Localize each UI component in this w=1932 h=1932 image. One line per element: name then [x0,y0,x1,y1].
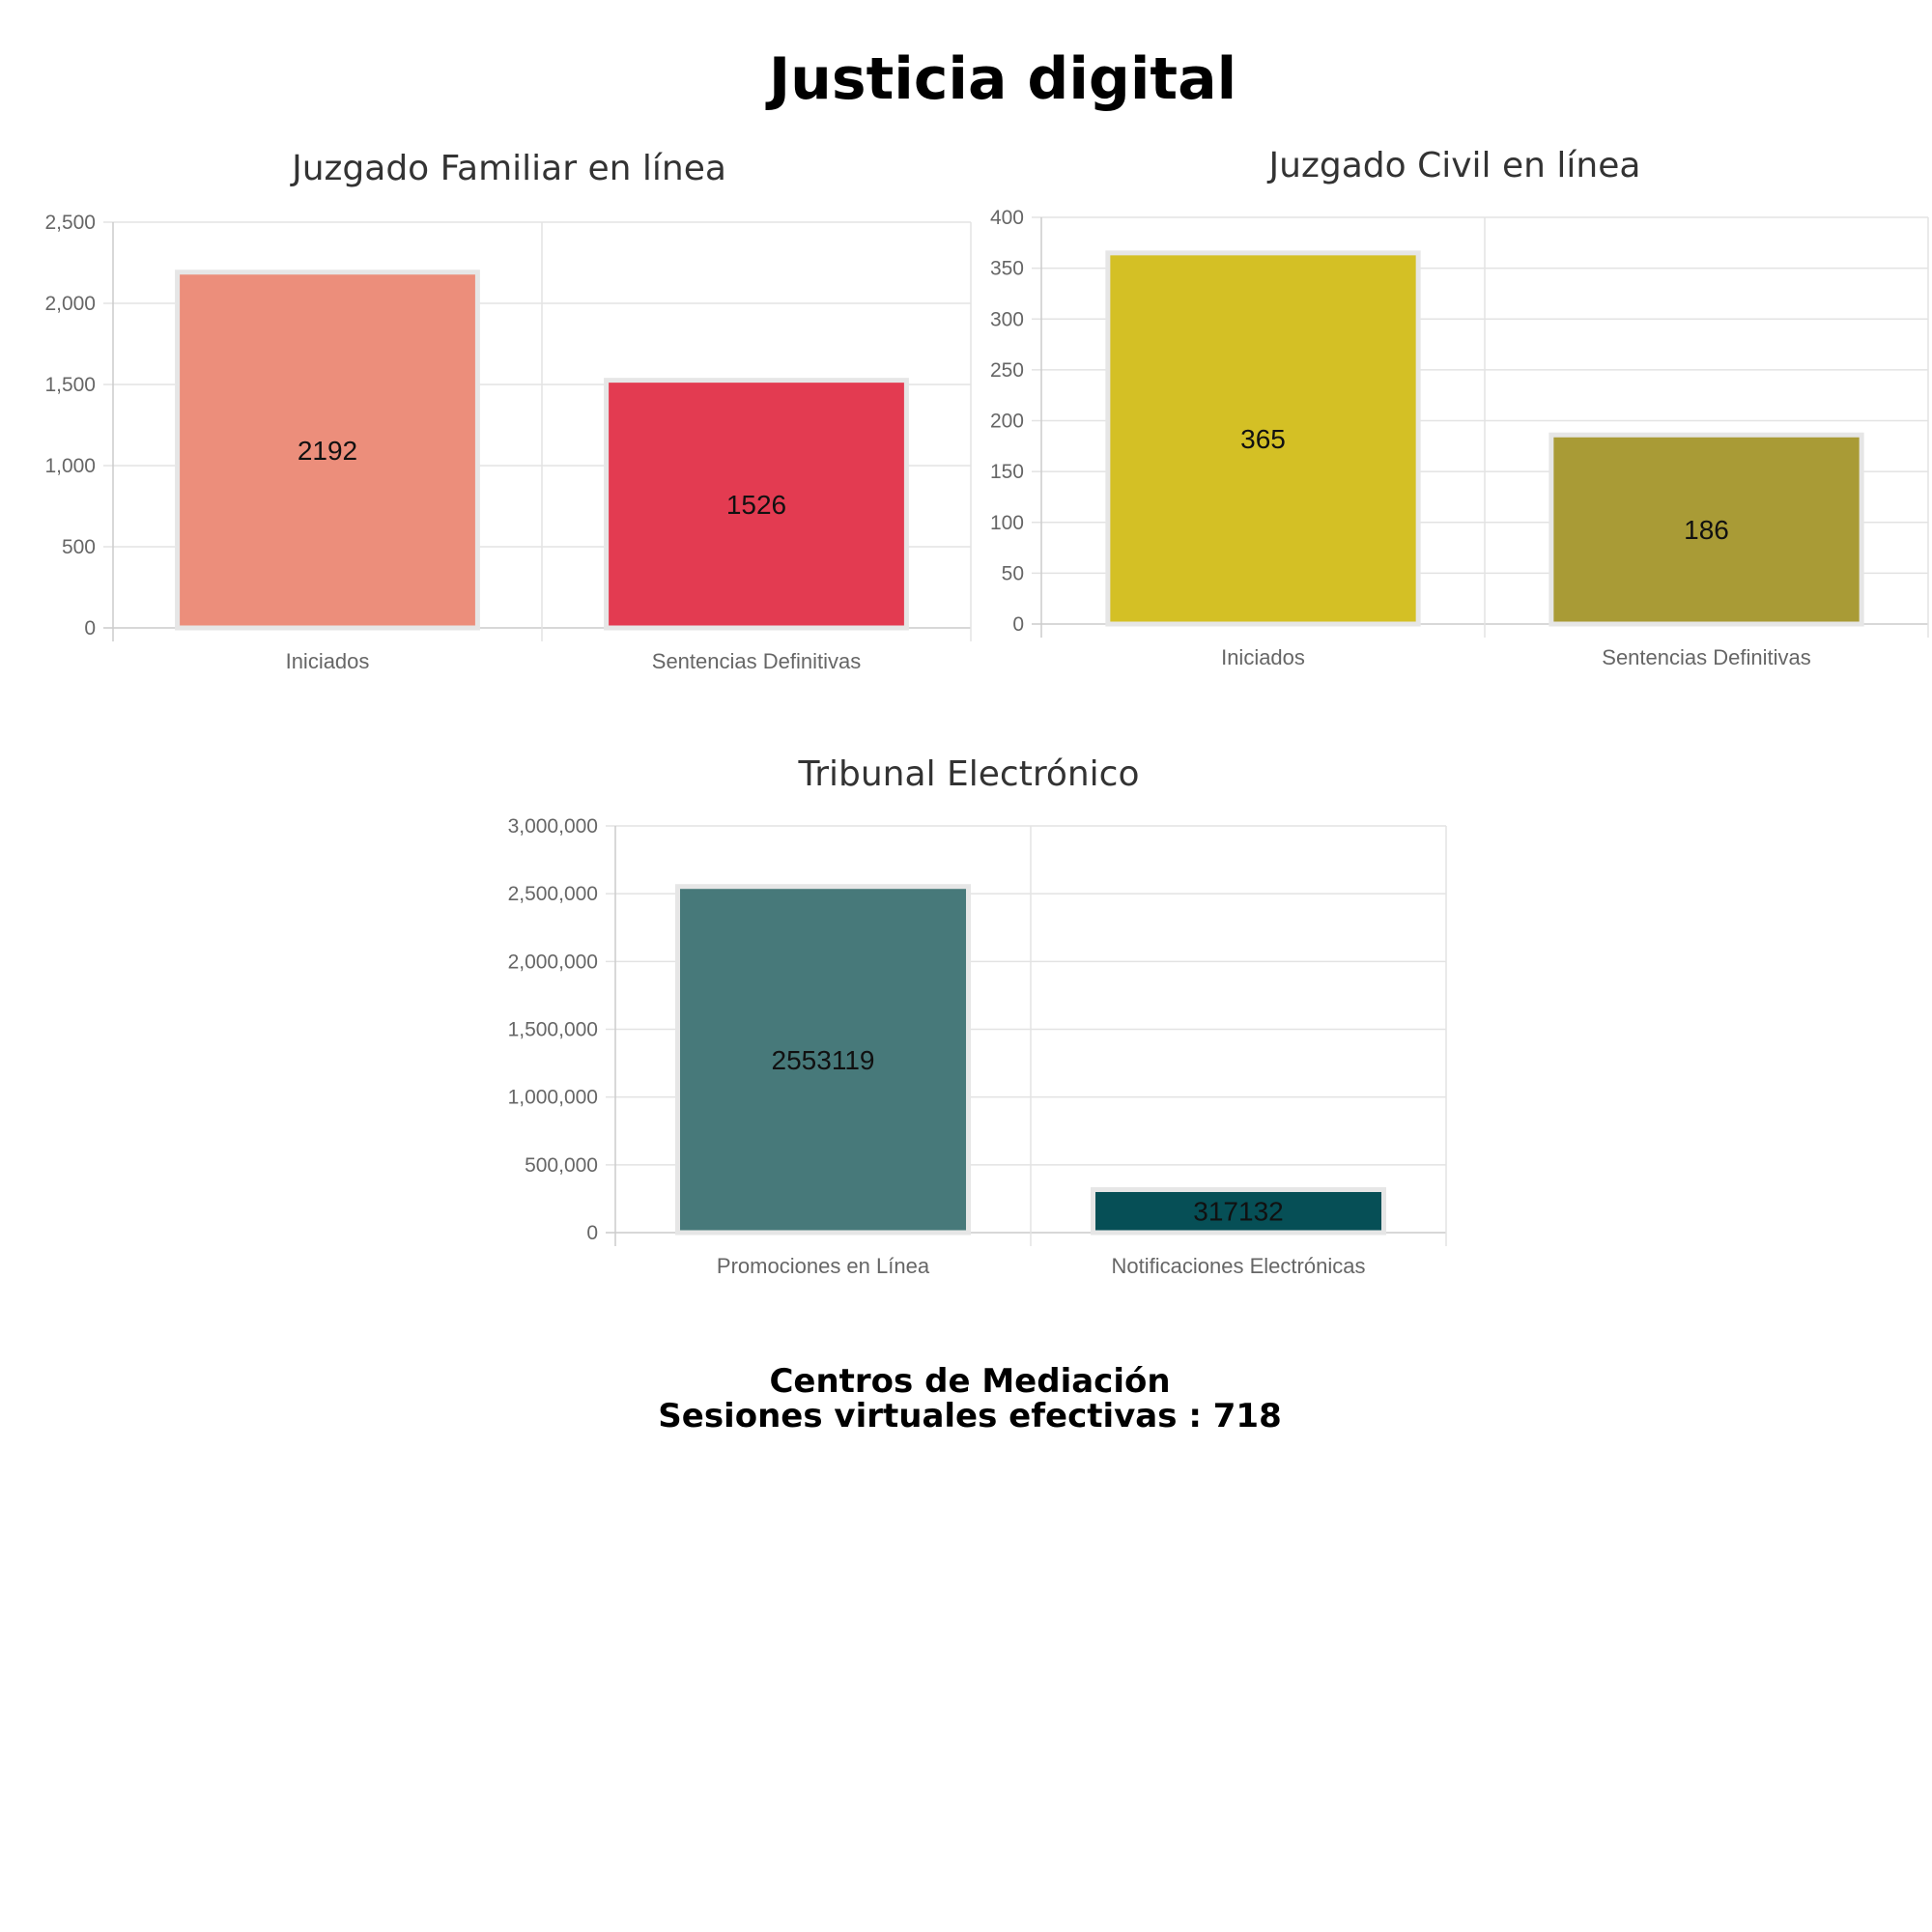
y-tick-label: 2,000 [44,293,96,315]
y-tick-label: 350 [990,258,1024,280]
y-tick-label: 2,500 [44,212,96,234]
chart-title: Juzgado Familiar en línea [290,149,726,188]
y-tick-label: 400 [990,207,1024,229]
chart-title: Tribunal Electrónico [798,754,1140,794]
y-tick-label: 1,000,000 [508,1087,598,1109]
y-tick-label: 0 [1012,613,1024,636]
x-category-label: Sentencias Definitivas [652,649,861,673]
y-tick-label: 500,000 [525,1154,598,1177]
chart-juzgado-familiar-svg: Juzgado Familiar en línea 0 500 1,000 1,500 2… [44,149,972,673]
y-tick-label: 200 [990,411,1024,433]
mediation-summary: Centros de Mediación Sesiones virtuales … [541,1364,1399,1434]
chart-title: Juzgado Civil en línea [1267,146,1641,185]
bar-1 [175,270,480,631]
bar-2 [1091,1186,1386,1236]
bar-1 [1105,250,1421,627]
chart-juzgado-civil: Juzgado Civil en línea 0 50 100 150 200 250 300… [976,135,1932,686]
y-tick-label: 0 [586,1222,598,1244]
y-tick-label: 500 [62,536,96,558]
x-category-label: Promociones en Línea [717,1254,930,1278]
bar-value-label: 365 [1240,424,1286,454]
bar-value-label: 1526 [726,490,786,520]
y-tick-label: 50 [1002,562,1024,584]
y-tick-label: 250 [990,359,1024,382]
y-tick-label: 3,000,000 [508,815,598,838]
bar-value-label: 317132 [1193,1197,1283,1227]
chart-juzgado-civil-svg: Juzgado Civil en línea 0 50 100 150 200 250 300… [990,146,1929,669]
bar-value-label: 2553119 [772,1045,875,1075]
y-tick-label: 2,000,000 [508,951,598,973]
virtual-sessions: Sesiones virtuales efectivas : 718 [658,1397,1282,1435]
x-category-label: Notificaciones Electrónicas [1112,1254,1366,1278]
bar-value-label: 2192 [298,436,357,466]
bar-2 [1548,432,1864,627]
y-tick-label: 100 [990,512,1024,534]
chart-juzgado-familiar: Juzgado Familiar en línea 0 500 1,000 1,500 2… [0,135,976,686]
x-category-label: Iniciados [1221,645,1305,669]
mediation-title: Centros de Mediación [769,1362,1171,1401]
chart-tribunal-electronico-svg: Tribunal Electrónico 0 500,000 1,000,000 1,5… [508,754,1447,1278]
bar-value-label: 186 [1684,515,1729,545]
x-category-label: Sentencias Definitivas [1602,645,1810,669]
y-tick-label: 1,500 [44,374,96,396]
y-tick-label: 0 [84,617,96,639]
y-tick-label: 150 [990,461,1024,483]
chart-tribunal-electronico: Tribunal Electrónico 0 500,000 1,000,000 1,5… [483,744,1459,1294]
bar-2 [604,378,909,631]
x-category-label: Iniciados [286,649,370,673]
y-tick-label: 2,500,000 [508,883,598,905]
y-tick-label: 1,000 [44,455,96,477]
page-title: Justicia digital [768,45,1237,113]
y-tick-label: 1,500,000 [508,1019,598,1041]
y-tick-label: 300 [990,308,1024,330]
bar-1 [675,884,971,1236]
